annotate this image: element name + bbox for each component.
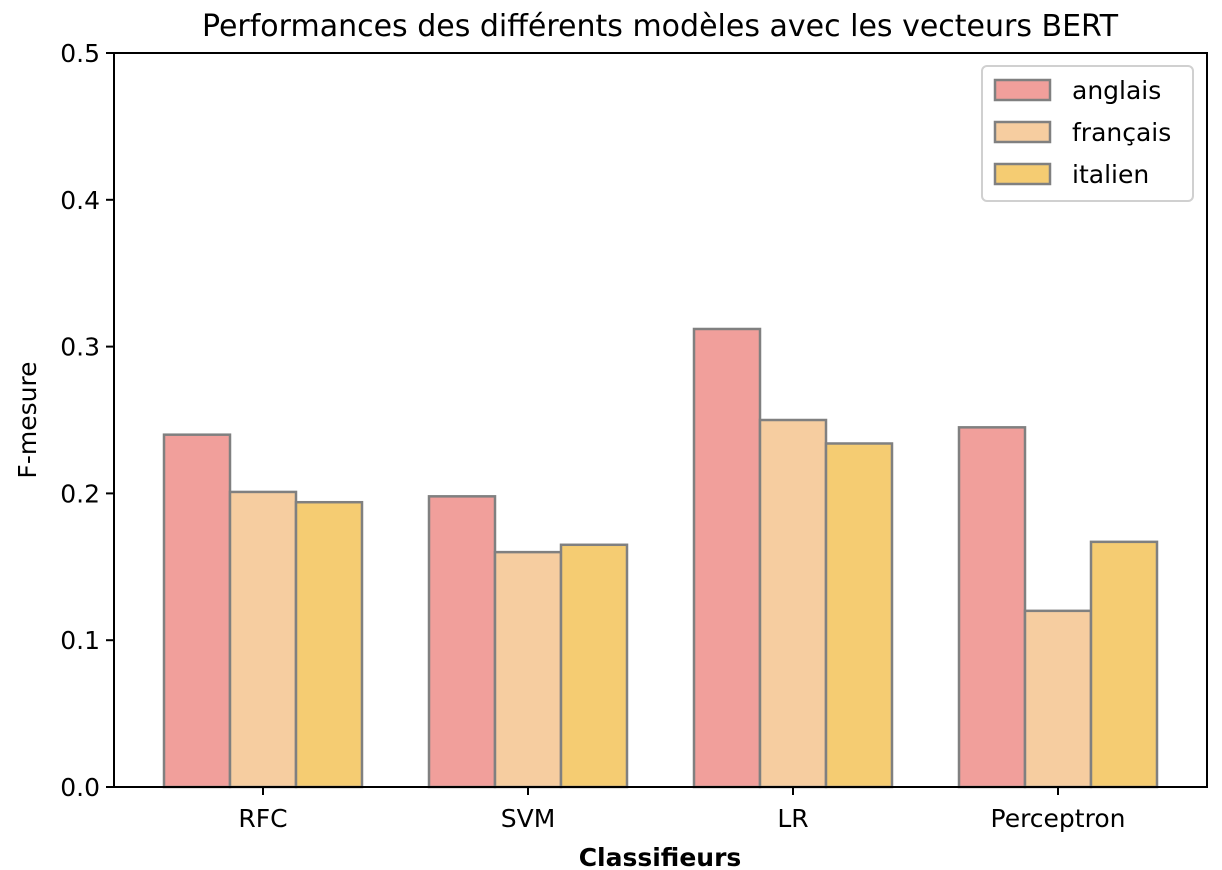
x-tick-label: RFC [238,804,287,833]
chart-title: Performances des différents modèles avec… [202,9,1119,44]
legend-swatch [993,78,1052,102]
x-axis-label: Classifieurs [579,843,742,870]
plot-frame [113,52,1208,788]
legend-swatch [993,162,1052,186]
bar-svm-0 [427,495,497,789]
legend: anglais français italien [981,65,1194,202]
y-tick-label: 0.2 [60,479,100,508]
bar-rfc-1 [228,490,298,789]
legend-label: anglais [1072,76,1161,105]
bar-perceptron-1 [1023,609,1093,789]
y-tick-label: 0.5 [60,39,100,68]
x-tick-label: Perceptron [991,804,1126,833]
bar-svm-1 [493,550,563,789]
bar-svm-2 [559,543,629,789]
bar-lr-2 [824,442,894,789]
bar-perceptron-2 [1089,540,1159,789]
bar-rfc-2 [294,500,364,789]
y-tick-label: 0.3 [60,333,100,362]
y-tick-label: 0.0 [60,773,100,802]
legend-swatch [993,120,1052,144]
bar-rfc-0 [162,433,232,789]
bar-lr-0 [692,327,762,789]
y-tick-label: 0.4 [60,186,100,215]
legend-label: italien [1072,160,1149,189]
bars-group [162,327,1159,789]
x-tick-label: LR [777,804,808,833]
bar-perceptron-0 [957,426,1027,789]
y-axis: 0.0 0.1 0.2 0.3 0.4 0.5 [60,39,114,802]
bar-lr-1 [758,418,828,789]
x-axis: RFC SVM LR Perceptron [238,787,1125,833]
y-axis-label: F-mesure [13,361,42,478]
legend-label: français [1072,118,1171,147]
y-tick-label: 0.1 [60,626,100,655]
x-tick-label: SVM [501,804,556,833]
